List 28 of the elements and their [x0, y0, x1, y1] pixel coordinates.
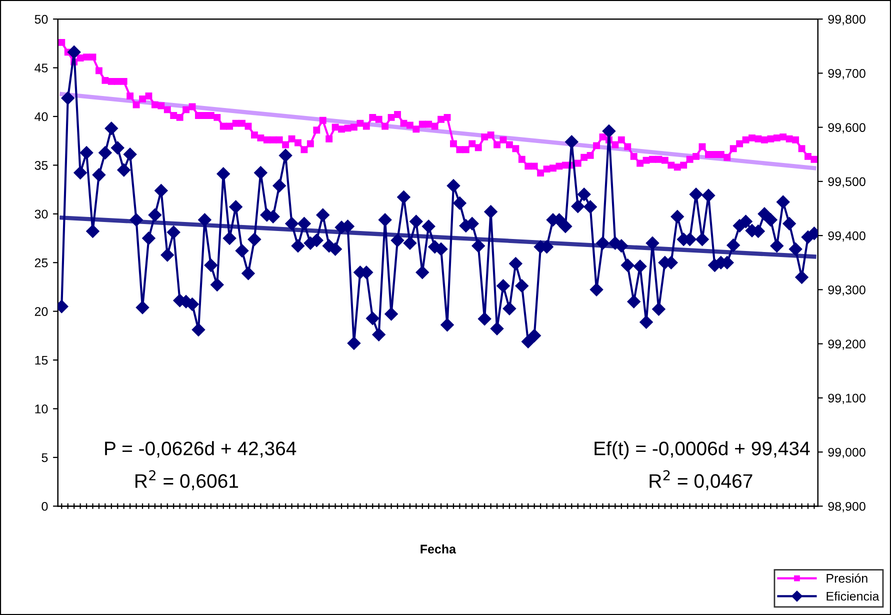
y-tick-label: 45 [34, 64, 48, 72]
y2-tick-label: 99,600 [828, 123, 866, 134]
y-tick-label: 35 [34, 160, 48, 170]
y-tick-label: 20 [34, 307, 48, 316]
y-tick-label: 10 [35, 404, 48, 414]
y-tick-label: 50 [34, 14, 48, 24]
y2-tick-label: 99,000 [828, 448, 866, 458]
x-axis-title: Fecha [420, 544, 456, 554]
y2-tick-label: 99,100 [828, 394, 866, 404]
annotation: R$^{2}$ = 0,6061 [136, 470, 238, 490]
y2-tick-label: 99,800 [828, 14, 866, 26]
y2-tick-label: 98,900 [828, 502, 866, 512]
annotation: P = -0,0626d + 42,364 [105, 441, 296, 458]
legend-label: Presión [826, 573, 868, 583]
y2-tick-label: 99,200 [828, 340, 866, 350]
annotation: Ef(t) = -0,0006d + 99,434 [594, 441, 810, 460]
y-tick-label: 15 [35, 356, 48, 365]
y-tick-label: 5 [42, 453, 48, 462]
y-tick-label: 25 [34, 258, 48, 268]
y2-tick-label: 99,500 [828, 177, 866, 188]
y2-tick-label: 99,300 [828, 285, 866, 296]
y-tick-label: 40 [34, 112, 48, 122]
annotation: R$^{2}$ = 0,0467 [650, 470, 752, 490]
y-tick-label: 30 [34, 210, 48, 219]
y2-tick-label: 99,400 [828, 231, 866, 242]
y-tick-label: 0 [42, 502, 48, 511]
y2-tick-label: 99,700 [828, 68, 866, 80]
legend-label: Eficiencia [826, 592, 880, 601]
